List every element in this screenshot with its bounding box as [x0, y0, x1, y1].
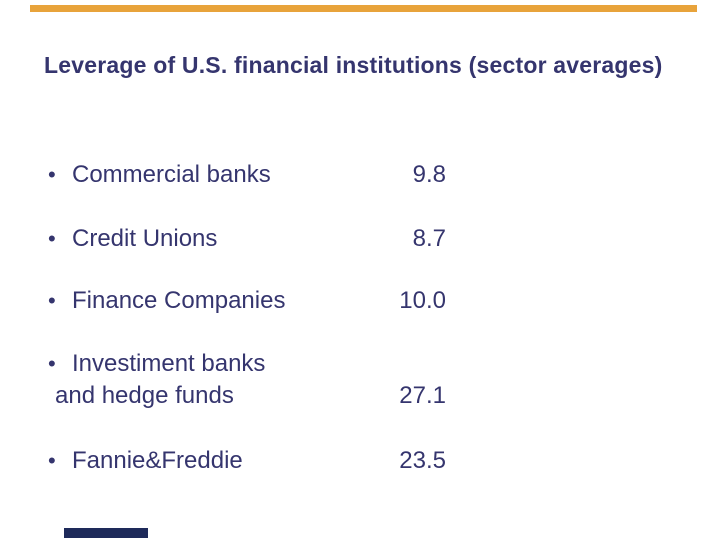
bullet-icon: • — [48, 288, 56, 313]
item-label: Finance Companies — [72, 287, 286, 314]
item-label: Commercial banks — [72, 161, 271, 188]
list-item: • Investiment banks — [48, 349, 446, 379]
list-item: • Credit Unions 8.7 — [48, 224, 446, 254]
list-item: • Commercial banks 9.8 — [48, 160, 446, 190]
bullet-icon: • — [48, 351, 56, 376]
list-item: • Fannie&Freddie 23.5 — [48, 446, 446, 476]
footer-accent-bar — [64, 528, 148, 538]
list-item-continuation: and hedge funds 27.1 — [55, 381, 446, 411]
bullet-icon: • — [48, 162, 56, 187]
top-accent-bar — [30, 5, 697, 12]
slide-title: Leverage of U.S. financial institutions … — [44, 52, 663, 78]
item-label: Credit Unions — [72, 225, 218, 252]
bullet-icon: • — [48, 448, 56, 473]
item-value: 27.1 — [399, 382, 446, 409]
item-label-line2: and hedge funds — [55, 382, 234, 409]
item-value: 8.7 — [412, 225, 446, 252]
item-value: 10.0 — [399, 287, 446, 314]
item-value: 23.5 — [399, 447, 446, 474]
item-value: 9.8 — [412, 161, 446, 188]
list-item: • Finance Companies 10.0 — [48, 286, 446, 316]
item-label: Fannie&Freddie — [72, 447, 243, 474]
bullet-icon: • — [48, 226, 56, 251]
item-label: Investiment banks — [72, 350, 266, 377]
